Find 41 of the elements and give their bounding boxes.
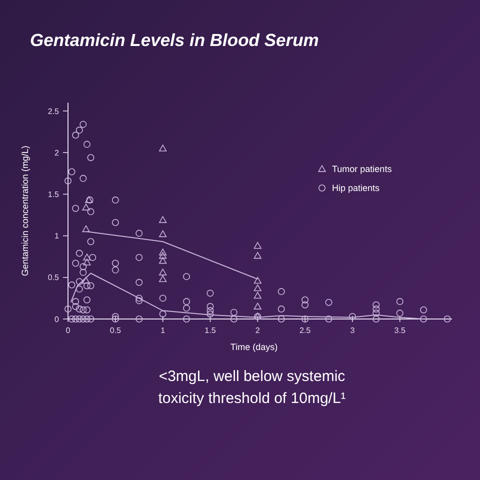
x-tick-label: 1.5 xyxy=(204,326,216,335)
y-tick-label: 0 xyxy=(54,314,60,324)
point xyxy=(254,252,262,259)
point xyxy=(159,248,167,256)
y-axis-title: Gentamicin concentration (mg/L) xyxy=(20,146,30,276)
x-axis-title: Time (days) xyxy=(230,342,278,352)
point xyxy=(82,204,90,210)
y-tick-label: 1.5 xyxy=(48,190,60,200)
point xyxy=(83,258,91,266)
y-tick-label: 1 xyxy=(54,232,60,241)
point xyxy=(254,302,262,310)
x-tick-label: 3 xyxy=(350,326,356,335)
x-tick-label: 2.5 xyxy=(299,326,312,335)
point xyxy=(254,284,262,292)
legend-label: Hip patients xyxy=(332,183,380,193)
point xyxy=(254,292,262,299)
point xyxy=(254,313,262,320)
text: <3mgL, well below systemic toxicity threshold of 10mg/L¹ xyxy=(158,368,346,407)
legend-label: Tumor patients xyxy=(332,164,392,174)
y-tick-label: 2 xyxy=(54,148,60,158)
chart-title: Gentamicin Levels in Blood Serum xyxy=(30,30,319,50)
point xyxy=(159,256,167,264)
y-tick-label: 0.5 xyxy=(48,273,60,282)
point xyxy=(159,275,167,282)
point xyxy=(159,144,167,152)
point xyxy=(159,216,167,223)
point xyxy=(82,225,90,232)
point xyxy=(159,268,167,276)
x-tick-label: 2 xyxy=(255,326,260,335)
point xyxy=(254,276,262,284)
point xyxy=(159,252,167,259)
x-tick-label: 3.5 xyxy=(394,326,406,335)
point xyxy=(254,242,262,249)
x-tick-label: 1 xyxy=(160,326,166,335)
point xyxy=(82,276,90,284)
y-tick-label: 2.5 xyxy=(48,106,60,116)
x-tick-label: 0 xyxy=(66,326,71,335)
point xyxy=(85,196,93,203)
point xyxy=(159,230,167,238)
x-tick-label: 0.5 xyxy=(110,326,122,335)
point xyxy=(83,254,91,260)
